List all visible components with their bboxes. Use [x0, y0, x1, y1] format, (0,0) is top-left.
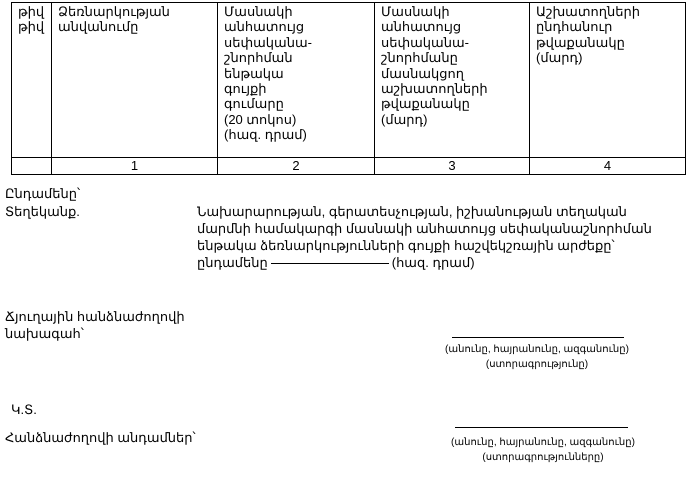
- members-caption: (անունը, հայրանունը, ազգանունը) (ստորագր…: [451, 437, 635, 463]
- members-signature-line: [455, 427, 628, 428]
- column-number: 3: [374, 157, 530, 175]
- column-number: 2: [217, 157, 375, 175]
- header-property-amount: Մասնակի անհատույց սեփականա- շնորհման ենթ…: [217, 2, 375, 158]
- blank-line: [270, 263, 389, 265]
- chair-signature-line: [452, 337, 624, 338]
- column-number: [11, 157, 52, 175]
- note-unit: (հազ. դրամ): [391, 255, 475, 270]
- total-label: Ընդամենը՝: [5, 186, 81, 201]
- column-number: 4: [529, 157, 686, 175]
- note-label: Տեղեկանք.: [5, 204, 80, 219]
- chair-label: Ճյուղային հանձնաժողովի նախագահ՝: [5, 309, 185, 341]
- header-row: թիվ թիվ Ձեռնարկության անվանումը Մասնակի …: [11, 2, 686, 158]
- header-participating-employees: Մասնակի անհատույց սեփականա- շնորհմանը մա…: [374, 2, 530, 158]
- header-number: թիվ թիվ: [11, 2, 52, 158]
- header-total-employees: Աշխատողների ընդհանուր թվաքանակը (մարդ): [529, 2, 686, 158]
- commission-table: թիվ թիվ Ձեռնարկության անվանումը Մասնակի …: [11, 2, 686, 175]
- seal-label: Կ.Տ.: [11, 402, 37, 417]
- column-number-row: 1 2 3 4: [11, 157, 686, 175]
- note-text: Նախարարության, գերատեսչության, իշխանությ…: [197, 203, 677, 271]
- header-enterprise-name: Ձեռնարկության անվանումը: [51, 2, 218, 158]
- members-label: Հանձնաժողովի անդամներ՝: [5, 430, 196, 445]
- chair-caption: (անունը, հայրանունը, ազգանունը) (ստորագր…: [445, 344, 629, 370]
- column-number: 1: [51, 157, 218, 175]
- note-body: Նախարարության, գերատեսչության, իշխանությ…: [197, 204, 652, 270]
